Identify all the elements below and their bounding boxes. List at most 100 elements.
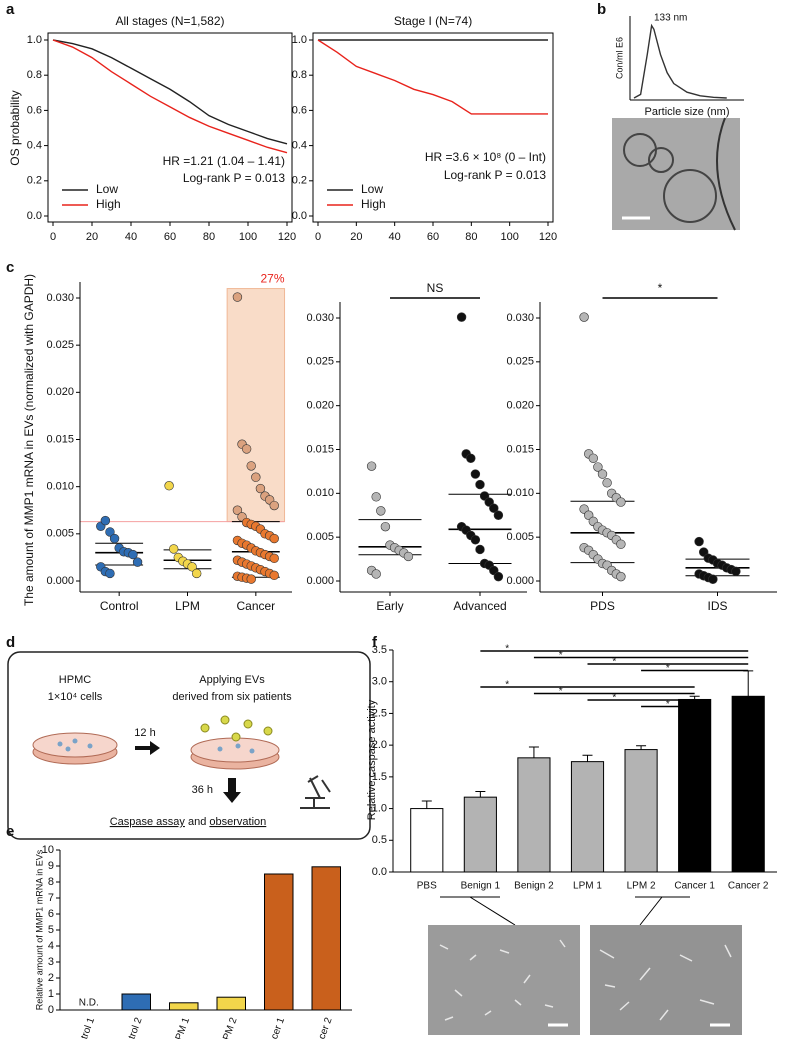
diagram-text: 1×10⁴ cells <box>48 691 103 703</box>
data-point <box>708 574 718 584</box>
significance-label: * <box>612 693 616 704</box>
data-point <box>593 462 603 472</box>
y-tick-label: 0.8 <box>27 69 42 81</box>
bar <box>463 796 497 873</box>
x-tick-label: LPM 1 <box>172 1016 192 1039</box>
y-axis-label: OS probability <box>8 90 22 165</box>
data-point <box>475 479 485 490</box>
x-tick-label: Benign 1 <box>461 881 501 892</box>
diagram-text: observation <box>209 816 266 828</box>
y-tick-label: 0.005 <box>306 531 334 543</box>
x-tick-label: 0 <box>315 231 321 243</box>
data-point <box>232 505 243 515</box>
data-point <box>493 510 504 520</box>
x-tick-label: Early <box>376 599 403 613</box>
plot-frame <box>47 32 293 223</box>
error-bar <box>475 790 486 798</box>
y-tick-label: 9 <box>48 860 54 872</box>
y-tick-label: 0.000 <box>46 575 74 587</box>
y-tick-label: 0.015 <box>506 443 534 455</box>
line <box>52 39 288 145</box>
y-tick-label: 0.6 <box>27 104 42 116</box>
y-tick-label: 0.8 <box>292 69 307 81</box>
y-tick-label: 0.0 <box>372 866 387 878</box>
y-axis-label: Relative amount of MMP1 mRNA in EVs <box>34 849 44 1010</box>
legend-label: High <box>361 197 386 211</box>
x-axis-label: Particle size (nm) <box>645 106 730 118</box>
data-point <box>602 478 612 488</box>
x-tick-label: Cancer 1 <box>674 881 715 892</box>
data-point <box>100 515 111 526</box>
data-point <box>251 472 261 482</box>
bar <box>517 757 551 873</box>
y-tick-label: 2.5 <box>372 707 387 719</box>
data-point <box>371 569 381 579</box>
y-tick-label: 0.4 <box>27 140 42 152</box>
x-tick-label: 0 <box>50 231 56 243</box>
data-point <box>269 533 279 544</box>
y-tick-label: 0.030 <box>506 312 534 324</box>
x-tick-label: 40 <box>389 231 401 243</box>
bar <box>264 873 294 1011</box>
data-point <box>470 535 481 545</box>
y-tick-label: 8 <box>48 876 54 888</box>
data-point <box>269 570 279 581</box>
y-tick-label: 0 <box>48 1004 54 1016</box>
y-axis-label: The amount of MMP1 mRNA in EVs (normaliz… <box>22 274 36 606</box>
data-point <box>579 312 589 322</box>
data-point <box>616 571 626 582</box>
highlight-region <box>226 288 286 523</box>
significance-label: * <box>505 644 509 655</box>
x-tick-label: IDS <box>707 599 727 613</box>
data-point <box>132 557 143 567</box>
y-tick-label: 0.025 <box>306 356 334 368</box>
diagram-text: 36 h <box>192 784 213 796</box>
y-tick-label: 0.030 <box>306 312 334 324</box>
x-tick-label: Control 2 <box>120 1016 144 1039</box>
x-tick-label: Cancer 1 <box>263 1016 287 1039</box>
data-point <box>380 521 391 532</box>
panel-label: f <box>372 634 378 651</box>
x-tick-label: 40 <box>125 231 137 243</box>
annotation: 27% <box>261 272 285 286</box>
x-tick-label: 120 <box>278 231 296 243</box>
annotation: 133 nm <box>654 13 687 24</box>
y-tick-label: 2.0 <box>372 739 387 751</box>
legend-label: Low <box>96 182 118 196</box>
x-tick-label: Benign 2 <box>514 881 554 892</box>
x-tick-label: 80 <box>203 231 215 243</box>
y-tick-label: 0.020 <box>306 400 334 412</box>
x-tick-label: PBS <box>417 881 437 892</box>
legend-label: Low <box>361 182 383 196</box>
y-tick-label: 0.2 <box>292 175 307 187</box>
significance-label: * <box>612 657 616 668</box>
diagram-text: HPMC <box>59 674 91 686</box>
x-tick-label: 20 <box>86 231 98 243</box>
y-tick-label: 0.030 <box>46 292 74 304</box>
y-tick-label: 0.005 <box>46 528 74 540</box>
data-point <box>128 549 138 560</box>
y-tick-label: 0.025 <box>506 356 534 368</box>
chart-title: Stage I (N=74) <box>394 14 472 28</box>
data-point <box>246 574 256 584</box>
x-tick-label: Cancer 2 <box>728 881 769 892</box>
panel-label: c <box>6 259 14 276</box>
significance-label: NS <box>427 281 444 295</box>
micrograph <box>428 896 742 1035</box>
data-point <box>246 461 256 471</box>
data-point <box>475 544 485 555</box>
x-tick-label: PDS <box>590 599 615 613</box>
x-tick-label: Cancer 2 <box>310 1016 334 1039</box>
y-tick-label: 3.5 <box>372 644 387 656</box>
y-tick-label: 5 <box>48 924 54 936</box>
y-tick-label: 0.5 <box>372 834 387 846</box>
y-tick-label: 0.000 <box>306 575 334 587</box>
y-tick-label: 7 <box>48 892 54 904</box>
data-point <box>371 492 381 502</box>
y-tick-label: 0.010 <box>306 487 334 499</box>
significance-label: * <box>666 699 670 710</box>
x-tick-label: LPM 2 <box>627 881 656 892</box>
error-bar <box>528 746 539 758</box>
significance-label: * <box>658 281 663 295</box>
